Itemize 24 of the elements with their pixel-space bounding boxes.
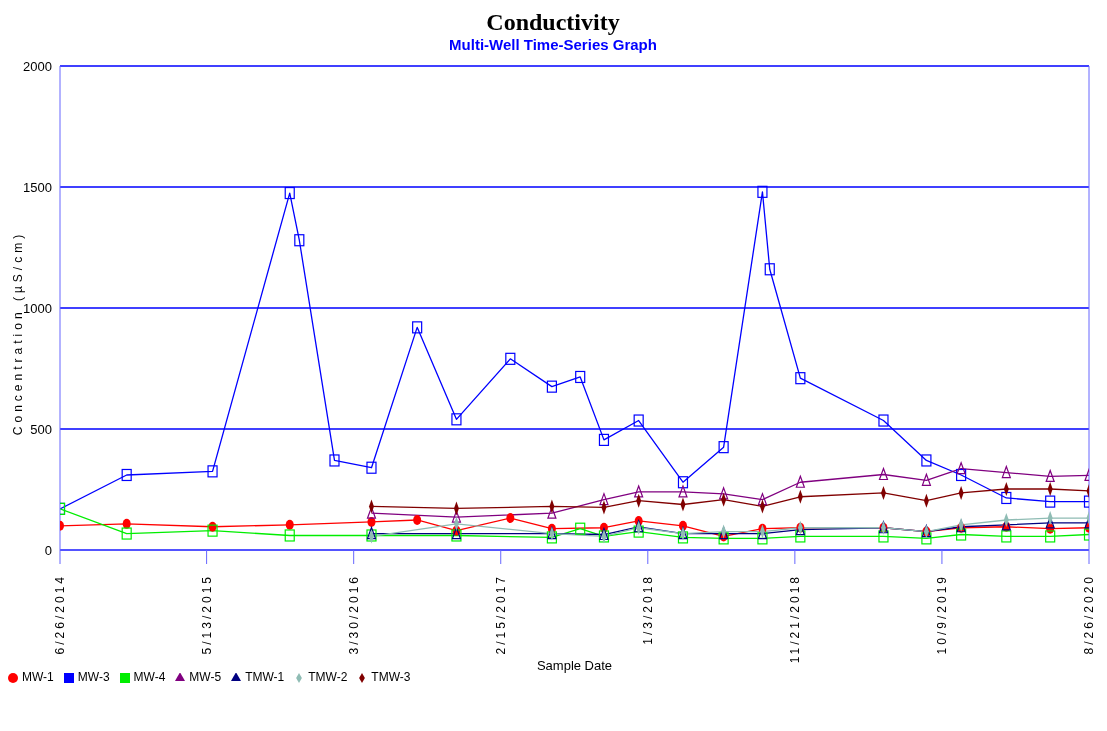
x-tick-label: 8/26/2020 bbox=[1082, 574, 1096, 655]
legend-label: TMW-3 bbox=[371, 670, 411, 684]
legend-label: TMW-2 bbox=[308, 670, 348, 684]
chart-title: Conductivity bbox=[485, 8, 621, 36]
legend-label: TMW-1 bbox=[245, 670, 285, 684]
legend-label: MW-1 bbox=[22, 670, 54, 684]
y-tick-label: 500 bbox=[30, 421, 52, 437]
legend-label: MW-4 bbox=[133, 670, 166, 684]
x-tick-label: 2/15/2017 bbox=[493, 574, 508, 655]
x-tick-label: 6/26/2014 bbox=[53, 574, 67, 655]
legend-label: MW-3 bbox=[77, 670, 110, 684]
x-tick-label: 1/3/2018 bbox=[640, 574, 655, 645]
y-axis-title: Concentration (µS/cm) bbox=[11, 230, 25, 436]
x-tick-label: 10/9/2019 bbox=[934, 574, 949, 655]
y-tick-label: 0 bbox=[44, 542, 52, 558]
y-tick-label: 2000 bbox=[23, 58, 52, 74]
x-tick-label: 5/13/2015 bbox=[199, 574, 214, 655]
chart-subtitle: Multi-Well Time-Series Graph bbox=[448, 36, 658, 54]
x-tick-label: 11/21/2018 bbox=[787, 574, 802, 664]
y-tick-label: 1500 bbox=[23, 179, 52, 195]
x-axis-title: Sample Date bbox=[536, 658, 613, 673]
x-tick-label: 3/30/2016 bbox=[346, 574, 361, 655]
y-tick-label: 1000 bbox=[23, 300, 52, 316]
legend-label: MW-5 bbox=[189, 670, 222, 684]
